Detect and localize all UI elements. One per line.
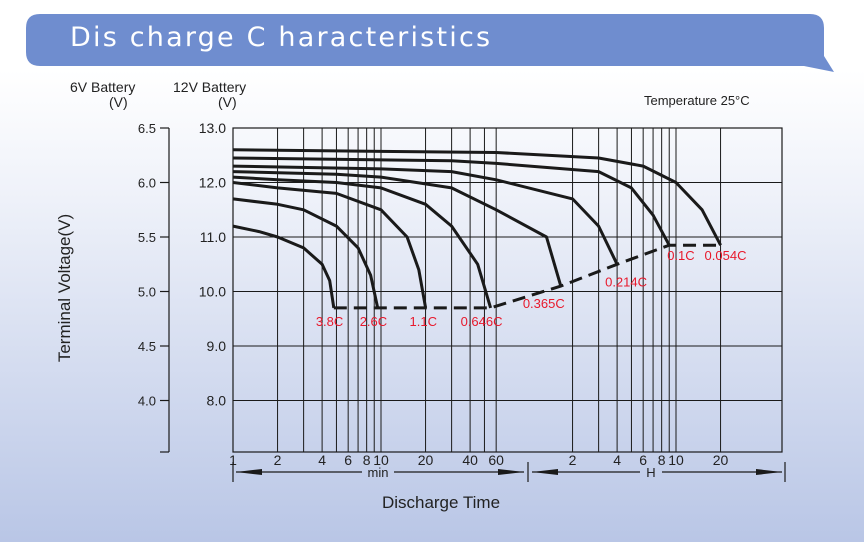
rate-label: 3.8C <box>316 314 343 329</box>
y-tick-label-6v: 5.0 <box>138 285 156 300</box>
y-tick-label-12v: 9.0 <box>207 338 227 354</box>
axis-12v-label: 12V Battery <box>173 79 247 95</box>
y-tick-label-6v: 4.0 <box>138 394 156 409</box>
y-tick-label-12v: 10.0 <box>199 284 226 300</box>
rate-label: 0.214C <box>605 274 647 289</box>
discharge-curve <box>232 156 671 246</box>
x-tick-label-minutes: 1 <box>229 452 237 468</box>
y-tick-label-6v: 5.5 <box>138 230 156 245</box>
grid <box>232 127 783 453</box>
cutoff-voltage-line <box>333 243 721 310</box>
discharge-curves <box>232 148 722 309</box>
rate-label: 1.1C <box>410 314 437 329</box>
chart-title: Dis charge C haracteristics <box>70 22 493 53</box>
rate-label: 0.1C <box>667 248 694 263</box>
discharge-curve <box>232 224 336 309</box>
discharge-curve <box>232 164 619 265</box>
rate-label: 0.054C <box>705 248 747 263</box>
x-axis-title: Discharge Time <box>382 493 500 512</box>
axis-6v-unit: (V) <box>109 94 128 110</box>
rate-label: 2.6C <box>360 314 387 329</box>
y-tick-label-12v: 13.0 <box>199 120 226 136</box>
y-axis-title: Terminal Voltage(V) <box>55 214 74 362</box>
axis-12v-unit: (V) <box>218 94 237 110</box>
x-tick-label-hours: 20 <box>713 452 729 468</box>
x-tick-label-minutes: 2 <box>274 452 282 468</box>
x-tick-label-hours: 6 <box>639 452 647 468</box>
discharge-curve <box>232 181 428 309</box>
hour-arrow-left-head <box>532 469 558 475</box>
x-tick-label-hours: 10 <box>668 452 684 468</box>
y-tick-label-6v: 6.5 <box>138 121 156 136</box>
x-tick-label-minutes: 10 <box>373 452 389 468</box>
hours-range-label: H <box>646 465 655 480</box>
discharge-curve <box>232 197 380 309</box>
y-tick-label-6v: 4.5 <box>138 339 156 354</box>
x-tick-label-minutes: 4 <box>318 452 326 468</box>
y-tick-label-12v: 11.0 <box>200 229 226 245</box>
x-tick-label-minutes: 20 <box>418 452 434 468</box>
title-banner <box>26 14 834 72</box>
plot-frame <box>232 127 783 453</box>
time-unit-arrows: min H <box>232 462 786 482</box>
y-axis-6v <box>160 127 170 453</box>
y-tick-label-12v: 12.0 <box>199 175 226 191</box>
rate-label: 0.646C <box>461 314 503 329</box>
x-tick-label-hours: 4 <box>613 452 621 468</box>
rate-labels: 3.8C 2.6C 1.1C 0.646C 0.365C 0.214C 0.1C 0.054C <box>316 248 747 329</box>
min-arrow-right-head <box>498 469 524 475</box>
y-tick-label-6v: 6.0 <box>138 176 156 191</box>
discharge-curve <box>232 148 722 246</box>
x-tick-label-minutes: 60 <box>488 452 504 468</box>
x-tick-label-minutes: 40 <box>462 452 478 468</box>
x-tick-label-minutes: 6 <box>344 452 352 468</box>
rate-label: 0.365C <box>523 296 565 311</box>
minutes-range-label: min <box>368 465 389 480</box>
tick-labels: 13.0 12.0 11.0 10.0 9.0 8.0 6.5 6.0 5.5 5.0 4.5 4.0… <box>138 120 729 468</box>
x-tick-label-minutes: 8 <box>363 452 371 468</box>
x-tick-label-hours: 8 <box>658 452 666 468</box>
min-arrow-left-head <box>236 469 262 475</box>
x-tick-label-hours: 2 <box>569 452 577 468</box>
discharge-curve <box>232 170 563 287</box>
y-tick-label-12v: 8.0 <box>207 393 227 409</box>
hour-arrow-right-head <box>756 469 782 475</box>
discharge-curve <box>232 175 493 309</box>
title-banner-shape <box>26 14 834 72</box>
temperature-label: Temperature 25°C <box>644 93 750 108</box>
axis-6v-label: 6V Battery <box>70 79 136 95</box>
